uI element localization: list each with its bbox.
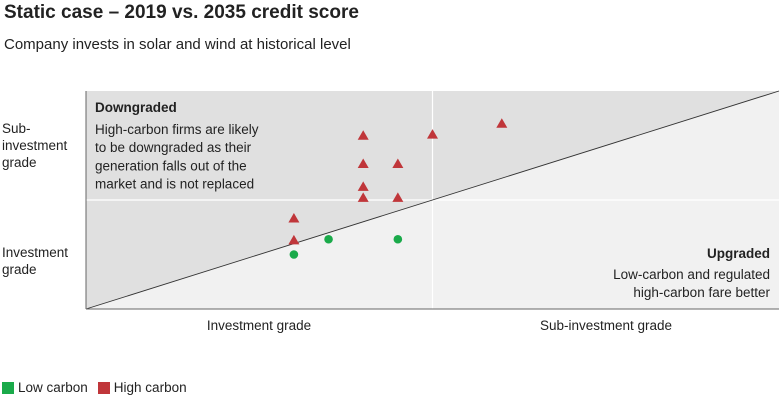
y-label-top-line: Sub- [2, 121, 31, 136]
high-carbon-point [288, 234, 300, 245]
x-label-investment: Investment grade [206, 318, 312, 333]
legend-item-high-carbon: High carbon [97, 380, 187, 395]
y-label-bottom-line: grade [2, 262, 37, 277]
y-label-investment: Investment grade [2, 244, 68, 278]
legend-swatch-high-carbon [97, 381, 110, 394]
high-carbon-point [392, 192, 404, 202]
high-carbon-point [357, 130, 369, 140]
x-label-sub-investment: Sub-investment grade [539, 318, 673, 333]
legend-label-low-carbon: Low carbon [18, 380, 88, 395]
low-carbon-point [289, 250, 299, 259]
downgraded-text-line: market and is not replaced [95, 177, 254, 192]
y-label-sub-investment: Sub- investment grade [2, 120, 67, 171]
low-carbon-point [393, 234, 403, 244]
diagonal-line [85, 90, 780, 310]
upgraded-text-line: Low-carbon and regulated [613, 267, 770, 282]
high-carbon-point [357, 158, 369, 169]
legend-label-high-carbon: High carbon [113, 380, 187, 395]
downgraded-text-line: to be downgraded as their [95, 140, 252, 155]
y-label-top-line: grade [2, 155, 37, 170]
low-carbon-point [324, 234, 333, 244]
high-carbon-point [357, 192, 369, 202]
high-carbon-point [288, 213, 300, 223]
legend: Low carbon High carbon [2, 380, 197, 395]
chart-subtitle: Company invests in solar and wind at his… [4, 36, 351, 53]
y-label-bottom-line: Investment [2, 245, 69, 260]
high-carbon-point [392, 158, 404, 169]
legend-item-low-carbon: Low carbon [2, 380, 88, 395]
upgraded-text-line: high-carbon fare better [633, 285, 770, 300]
annotation-layer: Downgraded High-carbon firms are likely to… [95, 100, 770, 300]
downgraded-heading: Downgraded [95, 100, 177, 115]
y-label-top-line: investment [2, 138, 68, 153]
data-marks [288, 118, 508, 259]
downgraded-text-line: High-carbon firms are likely [95, 122, 259, 137]
legend-swatch-low-carbon [2, 381, 14, 394]
chart-title: Static case – 2019 vs. 2035 credit score [4, 2, 359, 23]
plot-background [85, 90, 780, 310]
upgraded-heading: Upgraded [707, 246, 770, 261]
high-carbon-point [357, 181, 369, 191]
high-carbon-point [496, 118, 508, 128]
high-carbon-point [427, 129, 438, 139]
downgraded-text-line: generation falls out of the [95, 158, 247, 173]
